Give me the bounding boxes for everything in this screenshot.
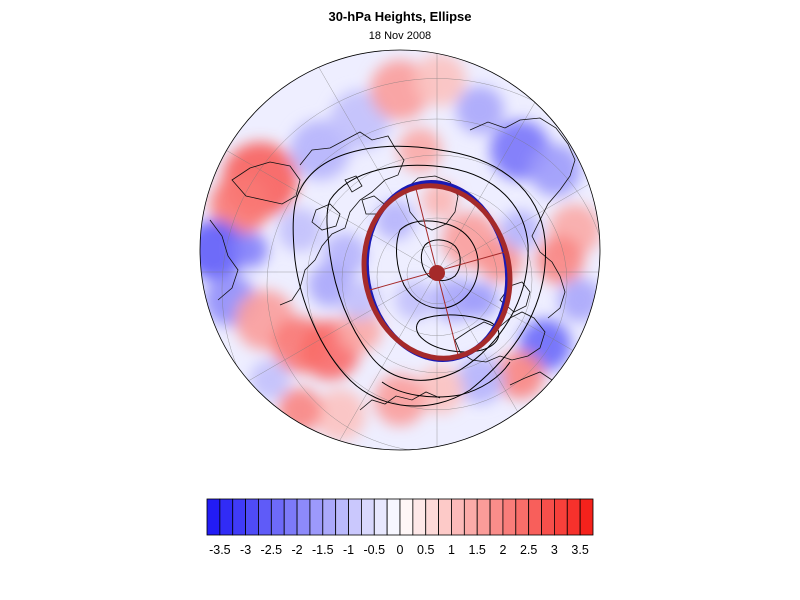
colorbar-swatch: [296, 498, 311, 536]
meridian-line: [436, 271, 600, 423]
colorbar-swatch: [528, 498, 542, 536]
colorbar-swatch: [258, 498, 272, 536]
colorbar-swatch: [348, 498, 362, 536]
colorbar-swatch: [579, 498, 594, 536]
colorbar-swatch: [360, 498, 375, 536]
globe: [199, 49, 601, 451]
colorbar-swatch: [283, 498, 298, 536]
colorbar-swatch: [322, 498, 337, 536]
anomaly-patch: [278, 388, 322, 432]
anomaly-patch: [232, 232, 268, 268]
coastline-asia: [469, 117, 576, 319]
anomaly-patch: [395, 280, 435, 320]
coastline-alaska: [231, 161, 301, 205]
anomaly-patch: [558, 278, 600, 322]
anomaly-patch: [374, 374, 426, 426]
anomaly-patch: [416, 366, 464, 414]
colorbar-swatch: [541, 498, 555, 536]
height-contours: [292, 145, 547, 407]
anomaly-patch: [314, 389, 366, 441]
height-contour-inner-2: [420, 239, 461, 281]
coastline-central-america: [359, 391, 441, 411]
colorbar-swatch: [412, 498, 427, 536]
colorbar-swatch: [476, 498, 491, 536]
globe-outline: [199, 49, 601, 451]
coastline-east-asia: [209, 219, 239, 301]
colorbar-swatch: [554, 498, 568, 536]
height-contour-outer: [292, 145, 547, 407]
colorbar-swatch: [335, 498, 349, 536]
colorbar-swatch: [232, 498, 247, 536]
anomaly-patch: [398, 128, 442, 172]
anomaly-patch: [278, 208, 322, 252]
anomaly-patch: [456, 356, 504, 404]
ellipse-centroid-dot: [429, 265, 445, 281]
colorbar-swatch: [373, 498, 388, 536]
map-title: 30-hPa Heights, Ellipse: [328, 9, 472, 24]
coastline-north-america: [279, 131, 405, 306]
colorbar-swatch: [386, 498, 401, 536]
colorbar-swatch: [309, 498, 324, 536]
anomaly-patch: [414, 54, 466, 106]
colorbar-swatch: [502, 498, 517, 536]
height-contour-middle: [326, 164, 529, 381]
colorbar: [206, 498, 594, 536]
colorbar-swatch: [425, 498, 440, 536]
fitted-ellipse-group: [361, 180, 513, 362]
colorbar-swatch: [219, 498, 234, 536]
colorbar-swatch: [566, 498, 581, 536]
height-contour-tail: [381, 361, 511, 398]
meridian-line: [286, 271, 438, 450]
coastline-europe: [454, 311, 546, 363]
map-date: 18 Nov 2008: [368, 30, 432, 42]
anomaly-patch: [200, 220, 245, 280]
colorbar-swatch: [206, 498, 221, 536]
anomaly-patch: [529, 144, 581, 196]
anomaly-patch: [250, 360, 290, 400]
colorbar-swatch: [451, 498, 465, 536]
coastline-greenland: [404, 175, 459, 231]
coastline-hudson-bay: [311, 203, 341, 231]
colorbar-swatch: [438, 498, 452, 536]
colorbar-swatch: [515, 498, 530, 536]
coastlines: [209, 117, 576, 411]
colorbar-swatch: [270, 498, 285, 536]
anomaly-patch: [496, 351, 544, 399]
meridian-line: [436, 121, 600, 273]
colorbar-swatch: [463, 498, 478, 536]
colorbar-swatch: [399, 498, 414, 536]
height-contour-south: [416, 314, 500, 353]
colorbar-swatch: [245, 498, 259, 536]
anomaly-patch: [456, 86, 504, 134]
colorbar-swatch: [489, 498, 504, 536]
